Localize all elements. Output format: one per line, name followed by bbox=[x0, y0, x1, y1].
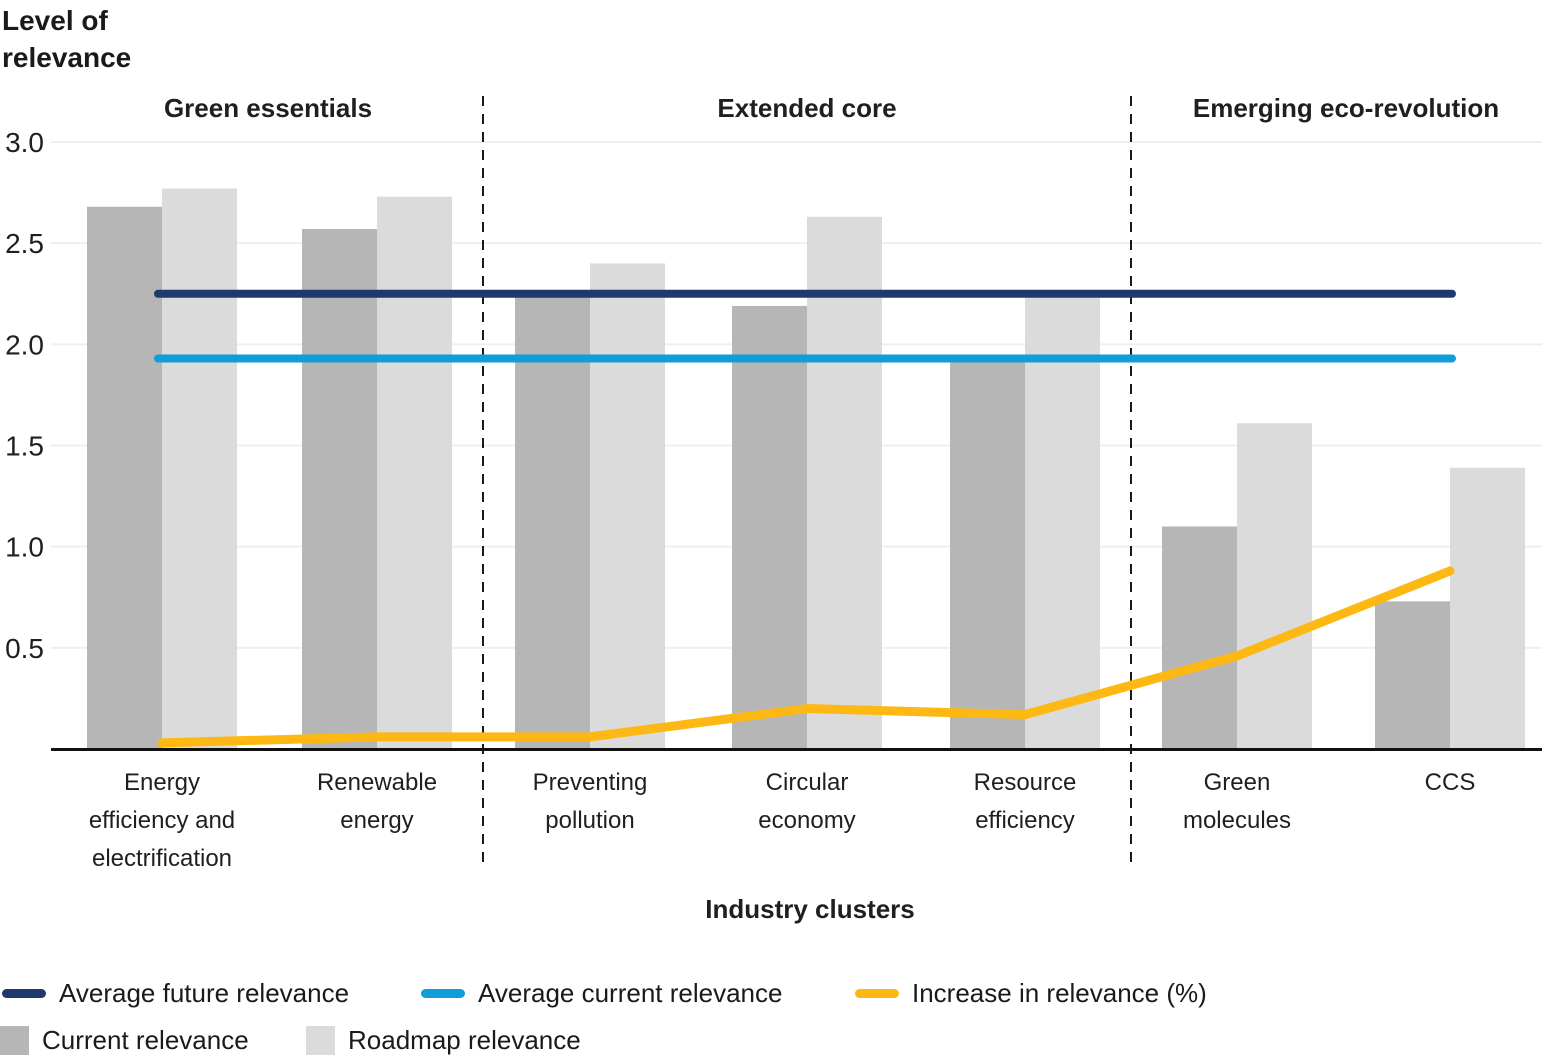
legend-item-roadmap-relevance: Roadmap relevance bbox=[306, 1024, 581, 1056]
increase-in-relevance-swatch bbox=[855, 988, 899, 998]
current-relevance-swatch bbox=[0, 1025, 29, 1055]
avg-current-relevance-swatch bbox=[421, 988, 465, 998]
cluster-header-2: Extended core bbox=[717, 93, 896, 123]
category-label-6: Green molecules bbox=[1183, 769, 1291, 834]
bar-roadmap-2 bbox=[377, 196, 452, 749]
bar-roadmap-3 bbox=[590, 263, 665, 749]
legend-label-current-relevance: Current relevance bbox=[42, 1024, 249, 1055]
bar-current-1 bbox=[87, 206, 162, 749]
y-axis-title: Level of relevance bbox=[2, 5, 132, 73]
increase-in-relevance-line bbox=[157, 566, 1455, 748]
x-axis-title: Industry clusters bbox=[705, 894, 915, 924]
bar-current-4 bbox=[732, 305, 807, 749]
relevance-chart-canvas: 3.0 2.5 2.0 1.5 1.0 0.5 Green essentials Extend… bbox=[5, 93, 1542, 924]
avg-future-relevance-swatch bbox=[2, 988, 46, 998]
legend-item-increase-in-relevance: Increase in relevance (%) bbox=[855, 977, 1207, 1009]
bar-current-6 bbox=[1162, 526, 1237, 749]
category-label-5: Resource efficiency bbox=[974, 769, 1077, 834]
legend-item-avg-future-relevance: Average future relevance bbox=[2, 977, 349, 1009]
y-tick-label-1.5: 1.5 bbox=[5, 431, 44, 462]
y-tick-label-0.5: 0.5 bbox=[5, 633, 44, 664]
bar-roadmap-1 bbox=[162, 188, 237, 749]
legend-item-avg-current-relevance: Average current relevance bbox=[421, 977, 782, 1009]
bar-current-2 bbox=[302, 229, 377, 749]
category-label-3: Preventing pollution bbox=[533, 769, 648, 834]
bar-current-3 bbox=[515, 295, 590, 749]
bar-roadmap-7 bbox=[1450, 467, 1525, 749]
legend-item-current-relevance: Current relevance bbox=[0, 1024, 249, 1056]
roadmap-relevance-swatch bbox=[306, 1025, 335, 1055]
bar-roadmap-6 bbox=[1237, 423, 1312, 749]
category-label-4: Circular economy bbox=[758, 769, 855, 834]
legend-label-avg-future-relevance: Average future relevance bbox=[59, 977, 350, 1008]
legend-label-avg-current-relevance: Average current relevance bbox=[478, 977, 783, 1008]
cluster-header-1: Green essentials bbox=[164, 93, 372, 123]
y-tick-label-2.0: 2.0 bbox=[5, 329, 44, 360]
bar-roadmap-4 bbox=[807, 216, 882, 750]
legend-label-roadmap-relevance: Roadmap relevance bbox=[348, 1024, 581, 1055]
y-tick-label-2.5: 2.5 bbox=[5, 228, 44, 259]
category-label-2: Renewable energy bbox=[317, 769, 437, 834]
y-tick-label-3.0: 3.0 bbox=[5, 127, 44, 158]
y-tick-label-1.0: 1.0 bbox=[5, 532, 44, 563]
cluster-header-3: Emerging eco-revolution bbox=[1193, 93, 1499, 123]
bar-current-7 bbox=[1375, 601, 1450, 749]
bar-roadmap-5 bbox=[1025, 295, 1100, 749]
category-label-1: Energy efficiency and electrification bbox=[89, 769, 235, 872]
category-label-7: CCS bbox=[1425, 769, 1476, 796]
legend-label-increase-in-relevance: Increase in relevance (%) bbox=[912, 977, 1207, 1008]
bar-current-5 bbox=[950, 362, 1025, 749]
